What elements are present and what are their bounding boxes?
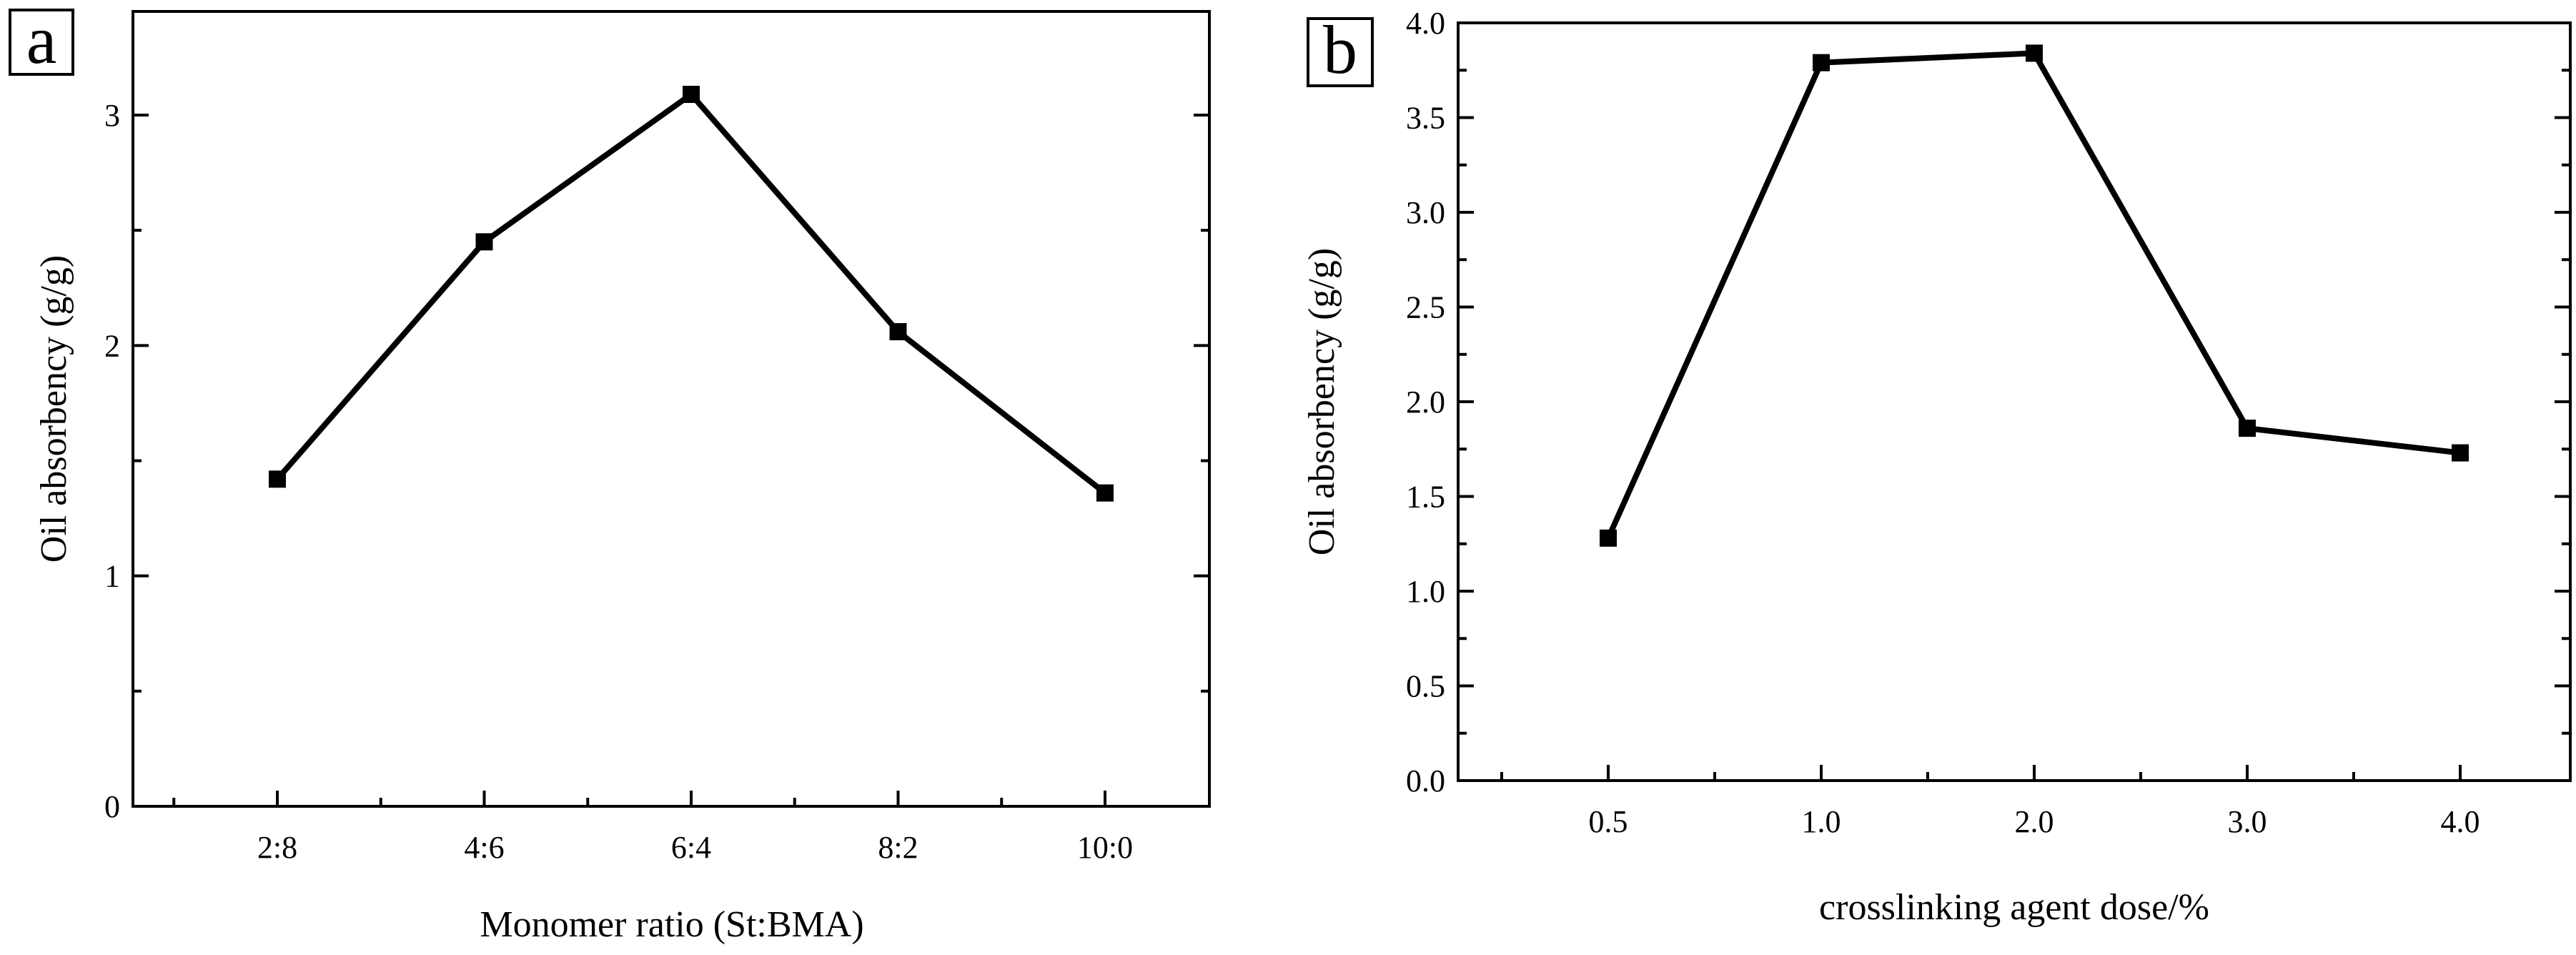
x-tick-label: 3.0	[2228, 804, 2267, 839]
data-point	[2026, 44, 2043, 62]
x-tick-label: 4:6	[464, 830, 504, 865]
panel-label-b: b	[1323, 11, 1357, 88]
data-point	[889, 323, 907, 341]
data-point	[475, 233, 493, 251]
y-tick-label: 1.5	[1406, 480, 1445, 515]
y-tick-label: 1	[104, 559, 120, 594]
data-point	[1813, 54, 1830, 71]
y-tick-label: 3.0	[1406, 195, 1445, 230]
y-tick-label: 3.5	[1406, 101, 1445, 136]
y-axis-label-a: Oil absorbency (g/g)	[34, 255, 74, 563]
x-tick-label: 2.0	[2015, 804, 2054, 839]
data-point	[2452, 444, 2469, 462]
y-axis-label-b: Oil absorbency (g/g)	[1302, 248, 1342, 555]
data-point	[683, 86, 700, 104]
series-line	[1605, 50, 2461, 540]
chart-panel-b: 0.0 0.5 1.0 1.5 2.0 2.5 3.0 3.5 4.0 0.5 1.0 2.0 3.0…	[1302, 6, 2572, 928]
x-tick-label: 0.5	[1589, 804, 1628, 839]
x-tick-label: 10:0	[1077, 830, 1133, 865]
axis-ticks-a	[133, 114, 1209, 808]
y-tick-label: 3	[104, 98, 120, 133]
y-tick-label: 4.0	[1406, 6, 1445, 41]
y-tick-label: 2.5	[1406, 290, 1445, 325]
y-tick-label: 0.5	[1406, 669, 1445, 704]
y-tick-label: 2.0	[1406, 385, 1445, 420]
x-tick-labels-a: 2:8 4:6 6:4 8:2 10:0	[257, 830, 1133, 865]
series-line	[274, 90, 1107, 495]
x-tick-label: 1.0	[1802, 804, 1841, 839]
data-point	[269, 470, 286, 488]
series-b	[1600, 44, 2469, 547]
series-a	[269, 86, 1114, 502]
plot-frame-a	[132, 10, 1211, 808]
x-tick-label: 6:4	[671, 830, 711, 865]
chart-panel-a: 0 1 2 3 2:8 4:6 6:4 8:2 10:0 Monomer ratio (St:…	[9, 1, 1211, 945]
x-tick-label: 4.0	[2441, 804, 2480, 839]
y-tick-label: 0	[104, 789, 120, 824]
x-tick-labels-b: 0.5 1.0 2.0 3.0 4.0	[1589, 804, 2480, 839]
y-tick-label: 2	[104, 328, 120, 363]
panel-label-a: a	[26, 1, 57, 78]
panel-label-box-b	[1307, 17, 1374, 87]
y-tick-labels-b: 0.0 0.5 1.0 1.5 2.0 2.5 3.0 3.5 4.0	[1406, 6, 1445, 798]
x-axis-label-a: Monomer ratio (St:BMA)	[480, 904, 863, 945]
data-point	[1600, 529, 1617, 547]
axis-ticks-b	[1458, 21, 2570, 782]
y-tick-labels-a: 0 1 2 3	[104, 98, 120, 824]
y-tick-label: 0.0	[1406, 763, 1445, 798]
x-axis-label-b: crosslinking agent dose/%	[1819, 887, 2209, 928]
panel-label-box-a	[9, 9, 74, 76]
data-point	[1096, 484, 1114, 502]
x-tick-label: 8:2	[878, 830, 918, 865]
data-point	[2239, 420, 2256, 437]
x-tick-label: 2:8	[257, 830, 297, 865]
y-tick-label: 1.0	[1406, 574, 1445, 609]
plot-frame-b	[1457, 21, 2572, 782]
